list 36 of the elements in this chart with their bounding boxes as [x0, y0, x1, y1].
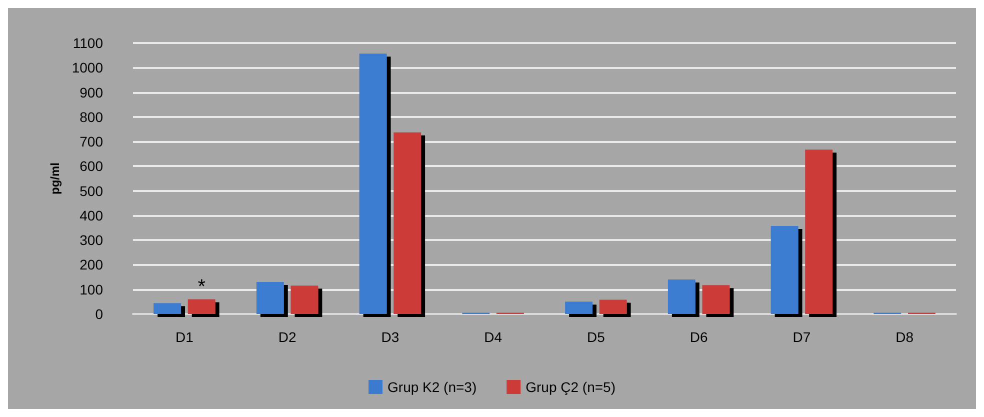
y-tick-label: 400 [80, 207, 104, 224]
bar [668, 280, 696, 314]
x-tick-label: D1 [175, 329, 194, 345]
bar [256, 282, 284, 314]
y-tick-label: 200 [80, 256, 104, 273]
bar [565, 302, 593, 314]
x-tick-label: D6 [690, 329, 708, 345]
bar [188, 299, 216, 314]
y-tick-label: 600 [80, 158, 104, 174]
y-tick-label: 1000 [72, 60, 104, 76]
bar [359, 54, 387, 314]
y-tick-label: 900 [80, 84, 104, 100]
y-tick-label: 700 [80, 134, 104, 150]
x-tick-label: D3 [381, 329, 400, 345]
y-tick-label: 1100 [72, 35, 104, 51]
x-tick-label: D2 [278, 329, 296, 345]
legend-label: Grup K2 (n=3) [388, 379, 477, 395]
legend-label: Grup Ç2 (n=5) [526, 379, 616, 395]
bar [394, 132, 422, 314]
y-tick-label: 300 [80, 232, 104, 248]
y-tick-label: 800 [80, 108, 104, 125]
y-tick-label: 0 [95, 306, 104, 322]
annotation: * [198, 276, 206, 298]
x-tick-label: D5 [586, 329, 606, 345]
x-tick-label: D8 [896, 329, 914, 345]
bar [290, 286, 318, 314]
bar [770, 226, 798, 314]
bar [599, 300, 627, 314]
x-tick-label: D4 [484, 329, 502, 345]
y-axis-title: pg/ml [48, 162, 62, 194]
y-tick-label: 100 [80, 281, 104, 298]
x-tick-label: D7 [792, 329, 811, 345]
bar [702, 285, 730, 314]
y-tick-label: 500 [80, 182, 104, 199]
bar [154, 303, 182, 314]
bar [805, 150, 833, 314]
